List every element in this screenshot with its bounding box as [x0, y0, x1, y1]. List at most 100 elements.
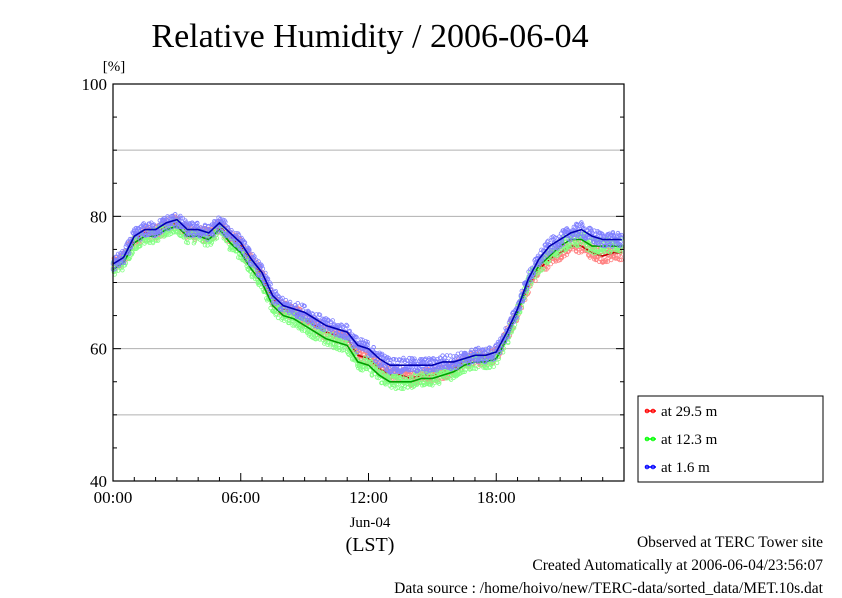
- y-axis: 40 60 80 100: [82, 75, 624, 491]
- data-point: [579, 231, 584, 236]
- legend-swatch-point: [650, 408, 656, 414]
- data-point: [351, 346, 356, 352]
- x-tick-label: 06:00: [221, 488, 260, 507]
- data-point: [155, 238, 161, 243]
- data-point: [205, 237, 210, 242]
- legend-box: [637, 395, 824, 483]
- data-point: [538, 267, 543, 272]
- data-point: [428, 367, 433, 372]
- data-point: [609, 257, 614, 263]
- data-point: [166, 226, 171, 232]
- data-point: [514, 315, 519, 320]
- data-point: [560, 242, 565, 247]
- data-point: [588, 226, 593, 231]
- data-point: [330, 318, 335, 323]
- data-point: [609, 244, 615, 249]
- data-point: [619, 257, 624, 263]
- data-point: [613, 256, 618, 261]
- y-tick-label: 100: [82, 75, 108, 94]
- data-point: [443, 376, 449, 381]
- series-layer: [110, 212, 624, 391]
- data-point: [299, 316, 305, 321]
- legend-item: at 29.5 m: [644, 404, 718, 420]
- data-point: [541, 255, 547, 260]
- data-point: [324, 327, 329, 332]
- data-point: [256, 259, 261, 264]
- data-point: [548, 248, 553, 253]
- data-point: [491, 364, 496, 369]
- data-point: [133, 225, 139, 231]
- data-point: [247, 248, 252, 253]
- data-point: [303, 314, 308, 319]
- data-point: [150, 240, 156, 246]
- data-point: [390, 382, 395, 388]
- data-point: [437, 381, 442, 386]
- data-point: [305, 319, 311, 324]
- data-point: [467, 367, 472, 372]
- data-point: [535, 271, 541, 276]
- data-point: [383, 382, 388, 387]
- data-point: [150, 223, 156, 228]
- data-point: [360, 337, 365, 342]
- legend-label: at 29.5 m: [661, 404, 718, 420]
- data-point: [486, 346, 491, 351]
- data-point: [143, 223, 149, 228]
- data-point: [494, 360, 500, 366]
- data-point: [195, 221, 200, 226]
- data-point: [564, 252, 570, 257]
- data-point: [553, 259, 559, 264]
- data-point: [306, 309, 312, 314]
- data-point: [119, 265, 124, 271]
- data-point: [345, 323, 350, 329]
- data-point: [576, 250, 582, 255]
- data-point: [241, 250, 246, 255]
- data-point: [506, 333, 511, 338]
- data-point: [290, 323, 295, 328]
- data-point: [192, 239, 197, 244]
- data-point: [497, 350, 502, 356]
- data-point: [477, 353, 483, 359]
- legend: at 29.5 m at 12.3 m at 1.6 m: [637, 395, 824, 483]
- data-point: [370, 361, 375, 367]
- data-point: [175, 229, 180, 234]
- legend-swatch-point: [650, 436, 656, 442]
- data-point: [283, 298, 289, 303]
- legend-item: at 1.6 m: [644, 460, 710, 476]
- data-point: [123, 244, 128, 249]
- data-point: [608, 249, 613, 255]
- data-point: [242, 240, 248, 245]
- data-point: [453, 365, 458, 371]
- footer-observed-text: Observed at TERC Tower site: [636, 534, 823, 551]
- data-point: [282, 308, 287, 313]
- data-point: [352, 335, 358, 340]
- data-point: [411, 358, 416, 364]
- data-point: [483, 365, 488, 371]
- data-point: [151, 222, 157, 227]
- y-axis-unit: [%]: [103, 59, 126, 75]
- data-point: [412, 356, 417, 361]
- data-point: [186, 231, 191, 236]
- data-point: [358, 367, 363, 373]
- y-tick-label: 80: [90, 207, 107, 226]
- data-point: [459, 361, 464, 367]
- data-point: [399, 374, 404, 379]
- data-point: [550, 248, 555, 253]
- x-axis-date-label: Jun-04: [350, 515, 391, 531]
- chart-title: Relative Humidity / 2006-06-04: [151, 18, 588, 55]
- data-point: [223, 219, 228, 225]
- data-point: [173, 224, 179, 229]
- data-point: [599, 231, 605, 236]
- data-point: [237, 236, 243, 241]
- data-point: [365, 339, 370, 345]
- data-point: [568, 238, 573, 243]
- data-point: [471, 366, 477, 371]
- x-tick-label: 00:00: [94, 488, 133, 507]
- grid-lines: [113, 149, 624, 416]
- data-point: [575, 243, 580, 248]
- data-point: [454, 365, 460, 370]
- data-point: [401, 355, 406, 361]
- data-point: [295, 301, 300, 306]
- data-point: [317, 337, 323, 342]
- data-point: [463, 351, 468, 356]
- data-point: [371, 345, 376, 350]
